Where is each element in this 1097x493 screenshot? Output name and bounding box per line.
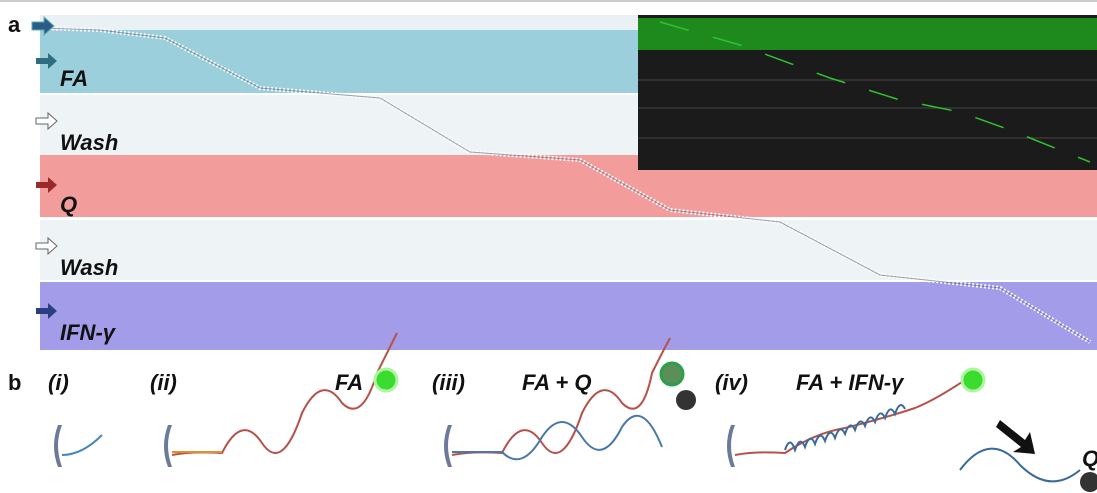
- fluorophore: [375, 369, 397, 391]
- step-label: (i): [48, 370, 69, 395]
- panel-a: a FA Wash Q Wash IFN-γ: [8, 12, 1097, 350]
- band-label: FA: [60, 66, 88, 91]
- quencher-label: Q: [1082, 446, 1097, 471]
- band-label: Wash: [60, 255, 118, 280]
- band-label: Wash: [60, 130, 118, 155]
- arrow: [996, 420, 1035, 454]
- step-label: (iii): [432, 370, 465, 395]
- step-label: (ii): [150, 370, 177, 395]
- quencher: [676, 390, 696, 410]
- panel-label: a: [8, 12, 21, 37]
- panel-label: b: [8, 370, 21, 395]
- inset-band: [638, 18, 1097, 50]
- band-label: IFN-γ: [60, 320, 117, 345]
- caption: FA + Q: [522, 370, 591, 395]
- fluorophore: [962, 369, 984, 391]
- panel-b: b (i) (ii) FA (iii) FA + Q (iv) FA + IFN…: [8, 333, 1097, 492]
- figure: a FA Wash Q Wash IFN-γ b (i) (ii) FA (ii…: [0, 0, 1097, 493]
- band-label: Q: [60, 192, 77, 217]
- page: {"panel_a":{"label":"a","bands":[{"label…: [0, 0, 1097, 493]
- strands: [62, 333, 1080, 481]
- surfaces: [54, 425, 735, 467]
- band-ifn: [40, 282, 1097, 350]
- caption: FA: [335, 370, 363, 395]
- quencher: [1080, 472, 1097, 492]
- caption: FA + IFN-γ: [796, 370, 905, 395]
- band-wash: [40, 220, 1097, 280]
- step-label: (iv): [715, 370, 748, 395]
- fluorophore: [661, 363, 683, 385]
